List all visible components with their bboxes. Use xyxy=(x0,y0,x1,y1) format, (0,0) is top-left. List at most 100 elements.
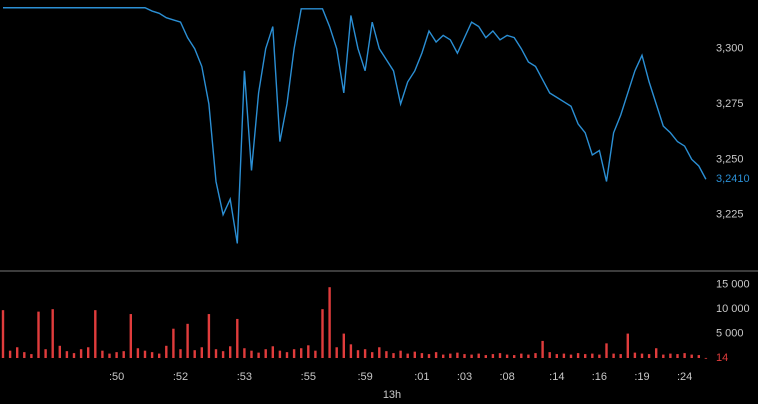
volume-bar xyxy=(101,350,104,358)
volume-bar xyxy=(463,354,466,358)
x-tick-label: :59 xyxy=(357,371,372,383)
volume-bar xyxy=(179,349,182,358)
volume-bar xyxy=(51,309,54,358)
volume-bar xyxy=(229,346,232,358)
volume-bar xyxy=(115,352,118,358)
volume-bar xyxy=(193,350,196,358)
x-axis-label: 13h xyxy=(383,389,401,401)
volume-bar xyxy=(8,350,12,358)
volume-bar xyxy=(94,310,97,358)
volume-bar xyxy=(264,349,267,358)
volume-bar xyxy=(655,348,658,358)
x-tick-label: :01 xyxy=(414,371,429,383)
x-tick-label: :50 xyxy=(109,371,124,383)
volume-bar xyxy=(371,352,374,358)
x-tick-label: :03 xyxy=(457,371,472,383)
volume-bar xyxy=(122,351,125,358)
volume-bar xyxy=(72,353,76,358)
last-value-label: 3,2410 xyxy=(716,173,750,185)
volume-bar xyxy=(243,348,246,358)
volume-bar xyxy=(349,344,353,358)
volume-bar xyxy=(292,349,296,358)
x-tick-label: :14 xyxy=(549,371,564,383)
volume-bar xyxy=(79,349,83,358)
volume-bar xyxy=(44,349,47,358)
volume-bar xyxy=(221,351,225,358)
y-tick-label: 3,300 xyxy=(716,43,744,55)
x-tick-label: :53 xyxy=(237,371,252,383)
volume-bar xyxy=(392,353,395,358)
volume-bar xyxy=(662,354,665,358)
volume-bar xyxy=(30,354,33,358)
volume-bar xyxy=(591,353,594,358)
volume-bar xyxy=(143,350,147,358)
volume-bar xyxy=(555,354,558,358)
y-tick-label: 3,225 xyxy=(716,209,744,221)
volume-bar xyxy=(420,353,424,358)
x-tick-label: :55 xyxy=(301,371,316,383)
volume-bar xyxy=(477,353,480,358)
last-value-label: 14 xyxy=(716,352,728,364)
volume-bar xyxy=(158,353,161,358)
volume-bar xyxy=(676,354,679,358)
volume-bar xyxy=(527,354,530,358)
volume-bar xyxy=(150,352,154,358)
volume-bar xyxy=(278,350,282,358)
x-tick-label: :08 xyxy=(499,371,514,383)
volume-bar xyxy=(626,333,629,358)
volume-bar xyxy=(484,355,487,358)
volume-bar xyxy=(569,354,573,358)
volume-bar xyxy=(505,354,509,358)
volume-bar xyxy=(342,333,345,358)
volume-bar xyxy=(470,354,473,358)
volume-bar xyxy=(87,347,90,358)
volume-bar xyxy=(207,314,211,358)
volume-bar xyxy=(704,357,708,359)
volume-bar xyxy=(363,349,367,358)
volume-bar xyxy=(16,347,19,358)
volume-bar xyxy=(186,323,189,358)
volume-bar xyxy=(257,352,260,358)
price-line xyxy=(3,7,707,244)
volume-bar xyxy=(37,311,40,358)
volume-bar xyxy=(562,353,566,358)
volume-bar xyxy=(285,352,289,358)
volume-bar xyxy=(271,346,274,358)
x-tick-label: :16 xyxy=(592,371,607,383)
volume-bar xyxy=(108,353,111,358)
volume-bar xyxy=(605,343,608,358)
volume-bar xyxy=(413,351,416,358)
volume-bar xyxy=(612,353,615,358)
volume-bar xyxy=(335,347,338,358)
volume-bar xyxy=(307,345,310,358)
x-tick-label: :52 xyxy=(173,371,188,383)
volume-bar xyxy=(236,318,239,358)
volume-bar xyxy=(321,309,324,358)
volume-bar xyxy=(640,353,644,358)
volume-bar xyxy=(165,345,168,358)
volume-bar xyxy=(65,351,69,358)
volume-bar xyxy=(58,345,61,358)
y-tick-label: 3,275 xyxy=(716,98,744,110)
volume-bar xyxy=(23,352,26,358)
volume-bar xyxy=(690,354,693,358)
x-tick-label: :24 xyxy=(677,371,692,383)
y-tick-label: 15 000 xyxy=(716,279,750,291)
y-tick-label: 5 000 xyxy=(716,327,744,339)
volume-bar xyxy=(548,352,551,358)
volume-bar xyxy=(300,348,303,358)
volume-bar xyxy=(584,354,587,358)
volume-bar xyxy=(328,287,331,358)
volume-bar xyxy=(385,351,388,358)
volume-bar xyxy=(449,353,452,358)
volume-bar xyxy=(491,354,495,358)
y-tick-label: 3,250 xyxy=(716,153,744,165)
volume-bar xyxy=(669,353,672,358)
volume-bar xyxy=(633,352,637,358)
volume-bar xyxy=(399,350,402,358)
volume-bar xyxy=(172,328,175,358)
volume-bar xyxy=(534,353,537,358)
volume-bar xyxy=(136,348,140,358)
